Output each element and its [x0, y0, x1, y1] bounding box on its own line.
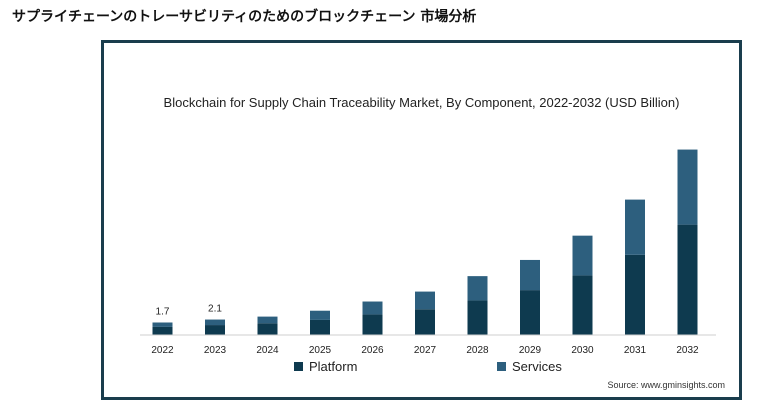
x-tick-label-2032: 2032: [676, 345, 699, 356]
x-tick-label-2031: 2031: [624, 345, 647, 356]
bar-services-2027: [415, 291, 435, 310]
bar-platform-2026: [362, 314, 383, 335]
bar-platform-2032: [677, 224, 698, 335]
x-tick-label-2024: 2024: [256, 345, 279, 356]
bar-services-2024: [257, 316, 278, 324]
bar-platform-2031: [625, 254, 645, 335]
x-tick-label-2023: 2023: [204, 345, 227, 356]
data-label-2022: 1.7: [156, 306, 170, 317]
source-note: Source: www.gminsights.com: [607, 380, 725, 390]
bar-platform-2029: [520, 290, 540, 335]
x-tick-label-2026: 2026: [361, 345, 384, 356]
bar-platform-2027: [415, 309, 435, 335]
legend-label-platform: Platform: [309, 359, 358, 374]
bar-platform-2028: [467, 300, 488, 335]
data-label-2023: 2.1: [208, 304, 222, 315]
x-tick-label-2022: 2022: [151, 345, 174, 356]
legend-item-services: Services: [497, 359, 562, 374]
bar-services-2023: [205, 319, 225, 326]
bar-services-2028: [467, 276, 488, 301]
legend-label-services: Services: [512, 359, 562, 374]
bar-services-2032: [677, 149, 698, 225]
chart-plot: 2022 1.7 2023 2.1 2024 2025 2026 2027 2028 2029 20…: [140, 149, 716, 356]
page-heading: サプライチェーンのトレーサビリティのためのブロックチェーン 市場分析: [12, 9, 477, 25]
bar-services-2031: [625, 199, 645, 255]
x-tick-label-2030: 2030: [571, 345, 594, 356]
bar-services-2030: [572, 235, 593, 276]
bar-services-2022: [152, 322, 173, 327]
bar-services-2025: [310, 310, 330, 320]
legend-item-platform: Platform: [294, 359, 357, 374]
x-tick-label-2029: 2029: [519, 345, 542, 356]
legend-swatch-platform: [294, 362, 303, 371]
chart-frame: Blockchain for Supply Chain Traceability…: [101, 40, 742, 400]
bar-services-2029: [520, 259, 540, 291]
bar-platform-2023: [205, 325, 225, 335]
chart-legend: Platform Services: [104, 359, 739, 379]
bar-platform-2030: [572, 275, 593, 335]
bar-platform-2025: [310, 319, 330, 335]
bar-platform-2024: [257, 323, 278, 335]
chart-title: Blockchain for Supply Chain Traceability…: [163, 95, 680, 110]
legend-swatch-services: [497, 362, 506, 371]
x-tick-label-2028: 2028: [466, 345, 489, 356]
x-tick-label-2027: 2027: [414, 345, 437, 356]
bar-services-2026: [362, 301, 383, 315]
bar-platform-2022: [152, 326, 173, 335]
x-tick-label-2025: 2025: [309, 345, 332, 356]
